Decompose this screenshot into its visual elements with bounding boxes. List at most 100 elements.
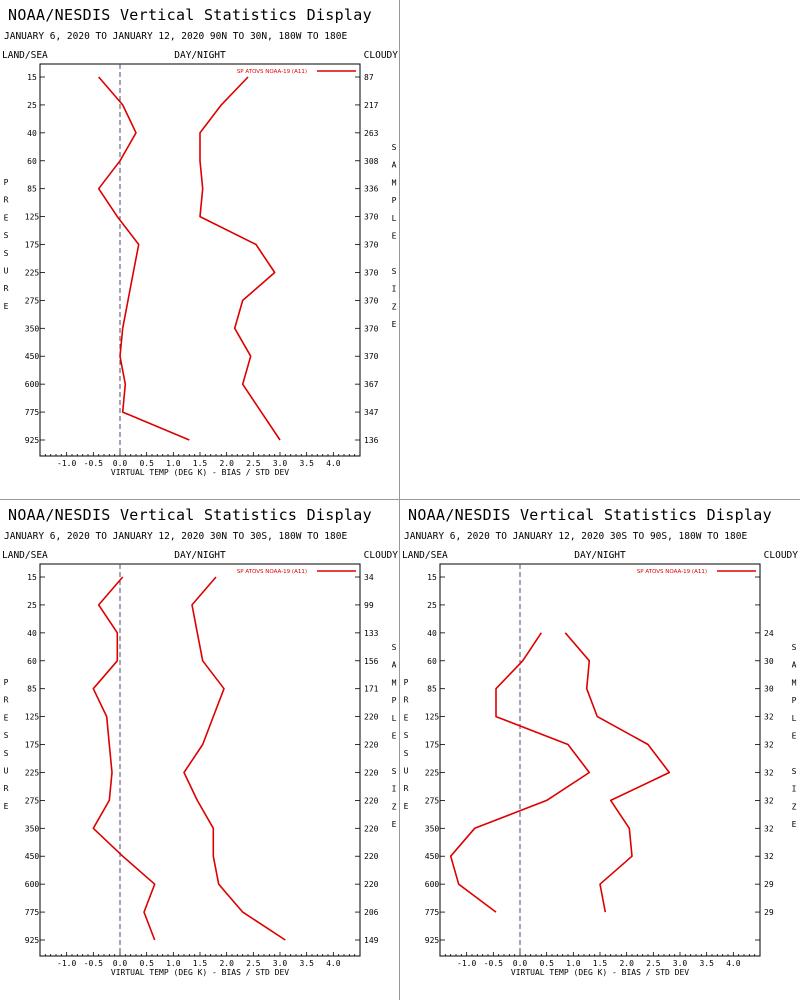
y-axis-label-letter: S [4, 249, 9, 258]
x-tick-label: 2.5 [246, 459, 261, 468]
bias-series-line [92, 576, 156, 941]
pressure-level-label: 60 [27, 657, 37, 666]
x-axis-label: VIRTUAL TEMP (DEG K) - BIAS / STD DEV [111, 968, 289, 977]
land-sea-label: LAND/SEA [2, 50, 48, 61]
y-axis-label-letter: E [4, 713, 9, 722]
land-sea-label: LAND/SEA [402, 550, 448, 561]
sample-size-label: 263 [364, 129, 379, 138]
y-axis-label-letter: R [404, 696, 409, 705]
sample-size-label: 32 [764, 741, 774, 750]
sample-size-label-letter: P [392, 696, 397, 705]
y-axis-label-letter: R [4, 196, 9, 205]
x-tick-label: 4.0 [326, 459, 341, 468]
cloudy-label: CLOUDY [364, 50, 399, 61]
x-tick-label: 0.0 [113, 459, 128, 468]
sample-size-label: 347 [364, 408, 379, 417]
y-axis-label-letter: U [4, 767, 9, 776]
pressure-level-label: 350 [25, 824, 40, 833]
pressure-level-label: 600 [25, 380, 40, 389]
sample-size-label: 30 [764, 685, 774, 694]
sample-size-label: 217 [364, 101, 379, 110]
y-axis-label-letter: U [404, 767, 409, 776]
sample-size-label: 136 [364, 436, 379, 445]
std-dev-series-line [199, 76, 281, 441]
pressure-level-label: 350 [425, 824, 440, 833]
y-axis-label-letter: R [404, 784, 409, 793]
y-axis-label-letter: E [4, 802, 9, 811]
land-sea-label: LAND/SEA [2, 550, 48, 561]
bias-series-line [97, 76, 190, 441]
legend-label: SP ATOVS NOAA-19 (A11) [237, 69, 307, 75]
x-tick-label: 0.5 [539, 959, 554, 968]
pressure-level-label: 225 [25, 768, 40, 777]
pressure-level-label: 225 [25, 268, 40, 277]
pressure-level-label: 85 [27, 185, 37, 194]
x-tick-label: 0.5 [139, 959, 154, 968]
pressure-level-label: 450 [425, 852, 440, 861]
sample-size-label-letter: E [392, 320, 397, 329]
chart-svg: NOAA/NESDIS Vertical Statistics Display J… [2, 6, 399, 477]
sample-size-label: 370 [364, 352, 379, 361]
pressure-level-label: 175 [425, 741, 440, 750]
y-axis-label-letter: P [4, 678, 9, 687]
pressure-level-label: 15 [427, 573, 437, 582]
sample-size-label: 32 [764, 796, 774, 805]
chart-title: NOAA/NESDIS Vertical Statistics Display [8, 506, 372, 524]
sample-size-label: 336 [364, 185, 379, 194]
pressure-level-label: 925 [25, 936, 40, 945]
chart-title: NOAA/NESDIS Vertical Statistics Display [8, 6, 372, 24]
bias-series-line [449, 632, 591, 913]
legend-label: SP ATOVS NOAA-19 (A11) [637, 569, 707, 575]
sample-size-label-letter: E [792, 732, 797, 741]
x-tick-label: 1.0 [566, 959, 581, 968]
plot-frame [39, 563, 361, 957]
x-tick-label: -0.5 [84, 959, 103, 968]
sample-size-label-letter: E [392, 820, 397, 829]
sample-size-label: 220 [364, 713, 379, 722]
sample-size-label: 220 [364, 824, 379, 833]
pressure-level-label: 125 [25, 713, 40, 722]
sample-size-label: 149 [364, 936, 379, 945]
pressure-level-label: 600 [25, 880, 40, 889]
y-axis-label-letter: E [404, 802, 409, 811]
sample-size-label-letter: L [392, 214, 397, 223]
x-tick-label: 3.5 [299, 459, 314, 468]
sample-size-label-letter: L [392, 714, 397, 723]
x-tick-label: 1.0 [166, 959, 181, 968]
pressure-level-label: 15 [27, 573, 37, 582]
pressure-level-label: 40 [27, 629, 37, 638]
sample-size-label: 29 [764, 908, 774, 917]
plot-frame [39, 63, 361, 457]
x-tick-label: 3.0 [273, 459, 288, 468]
pressure-level-label: 450 [25, 352, 40, 361]
chart-svg: NOAA/NESDIS Vertical Statistics Display J… [402, 506, 799, 977]
sample-size-label-letter: A [792, 661, 797, 670]
cloudy-label: CLOUDY [764, 550, 799, 561]
sample-size-label-letter: I [392, 285, 397, 294]
sample-size-label-letter: Z [392, 302, 397, 311]
x-tick-label: -0.5 [484, 959, 503, 968]
sample-size-label-letter: E [792, 820, 797, 829]
sample-size-label: 308 [364, 157, 379, 166]
day-night-label: DAY/NIGHT [174, 550, 226, 561]
sample-size-label: 30 [764, 657, 774, 666]
y-axis-label-letter: E [404, 713, 409, 722]
pressure-level-label: 225 [425, 768, 440, 777]
x-tick-label: 4.0 [726, 959, 741, 968]
chart-subtitle: JANUARY 6, 2020 TO JANUARY 12, 2020 30S … [404, 531, 747, 542]
sample-size-label: 29 [764, 880, 774, 889]
pressure-level-label: 600 [425, 880, 440, 889]
x-tick-label: 3.5 [699, 959, 714, 968]
legend-label: SP ATOVS NOAA-19 (A11) [237, 569, 307, 575]
x-tick-label: -1.0 [57, 459, 76, 468]
horizontal-divider [0, 499, 800, 500]
y-axis-label-letter: E [4, 302, 9, 311]
x-tick-label: 3.5 [299, 959, 314, 968]
chart-panel-30n-30s: NOAA/NESDIS Vertical Statistics Display J… [0, 500, 400, 1000]
x-tick-label: 2.5 [246, 959, 261, 968]
pressure-level-label: 40 [427, 629, 437, 638]
y-axis-label-letter: S [404, 749, 409, 758]
y-axis-label-letter: E [4, 213, 9, 222]
y-axis-label-letter: P [404, 678, 409, 687]
sample-size-label-letter: S [392, 267, 397, 276]
